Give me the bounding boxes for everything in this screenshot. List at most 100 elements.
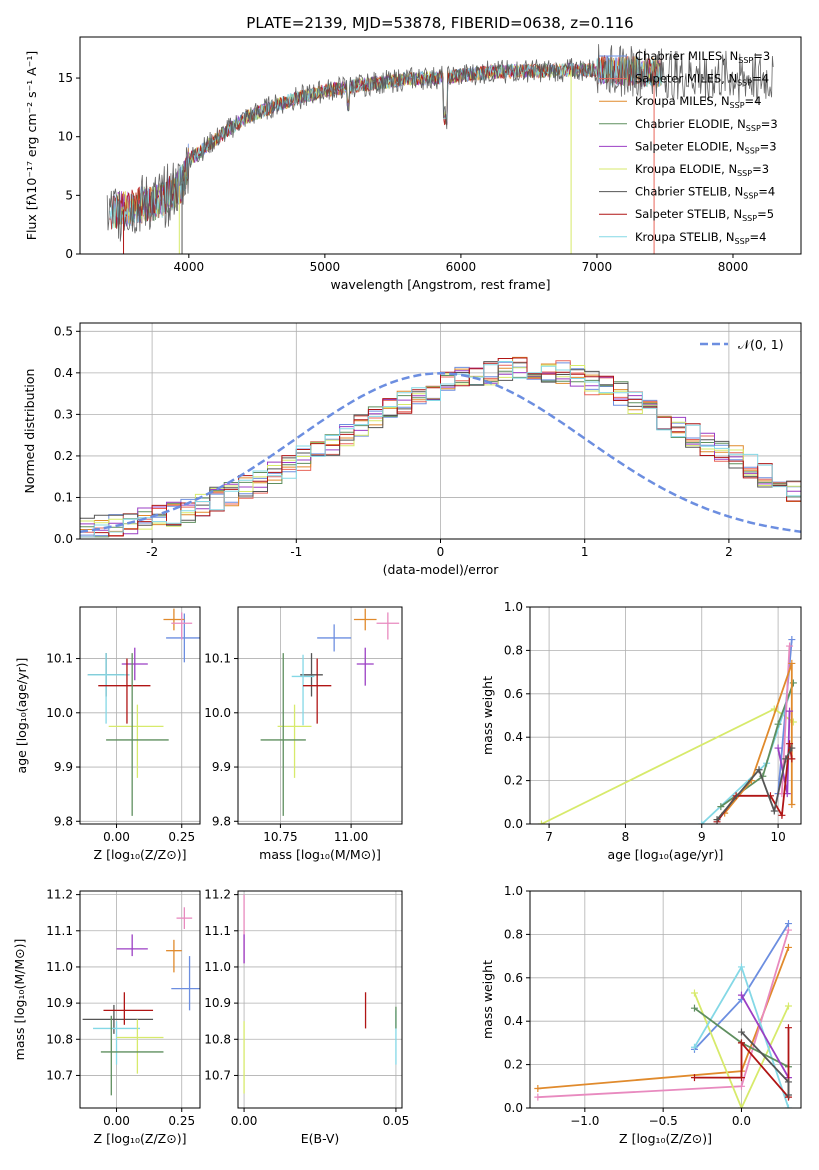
weight-marker [788,659,796,667]
y-tick-label: 11.2 [204,888,231,902]
plot-area [106,44,774,254]
x-tick-label: 11.00 [334,830,368,844]
legend-entry: Salpeter ELODIE, NSSP=3 [635,139,777,155]
y-tick-label: 0 [65,247,73,261]
legend-entry: Chabrier STELIB, NSSP=4 [635,185,775,201]
y-tick-label: 11.1 [46,924,73,938]
weight-marker [786,642,794,650]
y-tick-label: 5 [65,188,73,202]
y-axis-label: age [log₁₀(age/yr)] [14,658,29,774]
y-axis-label: Flux [fλ10⁻¹⁷ erg cm⁻² s⁻¹ A⁻¹] [24,51,39,240]
weight-marker [784,1002,792,1010]
weight-marker [534,1084,542,1092]
x-tick-label: 0.05 [383,1114,410,1128]
weight-marker [770,807,778,815]
legend-entry: Kroupa STELIB, NSSP=4 [635,230,766,246]
weight-marker [690,1004,698,1012]
x-tick-label: -2 [146,545,158,559]
weight-marker [737,1039,745,1047]
weight-marker [737,1074,745,1082]
y-axis-label: Normed distribution [22,369,37,494]
x-tick-label: −1.0 [570,1114,599,1128]
legend-entry: Salpeter STELIB, NSSP=5 [635,207,774,223]
weight-marker [737,991,745,999]
y-tick-label: 10.7 [46,1068,73,1082]
x-tick-label: −0.5 [649,1114,678,1128]
legend-entry: 𝒩(0, 1) [738,337,784,352]
x-axis-label: Z [log₁₀(Z/Z⊙)] [619,1131,712,1146]
chart-age_vs_Z: 0.00 0.25 9.8 9.9 10.0 10.1 Z [log₁₀(Z/Z⊙)] age… [14,606,201,862]
x-tick-label: 5000 [310,260,341,274]
weight-marker [774,744,782,752]
figure-title: PLATE=2139, MJD=53878, FIBERID=0638, z=0… [246,14,633,32]
y-tick-label: 0.4 [504,730,523,744]
x-tick-label: 0.00 [231,1114,258,1128]
weight-marker [784,1104,792,1108]
y-tick-label: 0.8 [504,927,523,941]
weight-marker [690,989,698,997]
y-tick-label: 10.7 [204,1068,231,1082]
weight-marker [784,926,792,934]
x-tick-label: 0.0 [732,1114,751,1128]
y-tick-label: 10 [58,130,73,144]
x-tick-label: 0.25 [168,1114,195,1128]
legend-entry: Chabrier MILES, NSSP=3 [635,49,770,65]
weight-marker [534,1093,542,1101]
spectrum-line-chabrier_stelib [106,44,774,242]
x-tick-label: 10 [770,830,785,844]
weight-marker [786,707,794,715]
weight-marker [737,1104,745,1108]
plot-area [87,608,200,816]
weight-marker [784,1091,792,1099]
weight-line-kroupa_elodie [693,992,790,1108]
plot-area [80,356,801,539]
chart-mass_vs_Z: 0.00 0.25 10.7 10.8 10.9 11.0 11.1 11.2 Z [log₁₀… [12,888,201,1146]
plot-area [243,894,397,1094]
y-tick-label: 11.1 [204,924,231,938]
plot-area [260,608,400,816]
axes-frame [237,890,403,1109]
weight-marker [784,1078,792,1086]
x-axis-label: E(B-V) [301,1131,340,1146]
x-tick-label: 7000 [582,260,613,274]
chart-weight_vs_Z: −1.0 −0.5 0.0 0.0 0.2 0.4 0.6 0.8 1.0 Z [log₁₀(Z/… [480,884,802,1146]
x-tick-label: 7 [545,830,553,844]
axes-frame [79,890,201,1109]
weight-marker [788,636,796,644]
legend-entry: Kroupa MILES, NSSP=4 [635,94,761,110]
legend-entry: Chabrier ELODIE, NSSP=3 [635,117,778,133]
y-tick-label: 11.0 [204,960,231,974]
y-axis-label: mass weight [480,960,495,1039]
axes-frame [529,890,802,1109]
x-axis-label: Z [log₁₀(Z/Z⊙)] [94,1131,187,1146]
y-axis-label: mass [log₁₀(M/M⊙)] [12,939,27,1061]
y-tick-label: 0.0 [504,817,523,831]
y-tick-label: 10.0 [204,706,231,720]
axes-frame [79,36,802,255]
x-tick-label: 1 [581,545,589,559]
y-tick-label: 9.9 [54,760,73,774]
x-tick-label: 9 [698,830,706,844]
plot-area [537,636,797,824]
x-axis-label: Z [log₁₀(Z/Z⊙)] [94,847,187,862]
y-axis-label: mass weight [480,676,495,755]
weight-line-salpeter_elodie [740,994,790,1079]
x-axis-label: wavelength [Angstrom, rest frame] [330,277,550,292]
weight-marker [537,820,545,824]
y-tick-label: 10.1 [46,652,73,666]
y-tick-label: 15 [58,71,73,85]
y-tick-label: 0.2 [504,774,523,788]
chart-mass_vs_ebv: 0.00 0.05 10.7 10.8 10.9 11.0 11.1 11.2 E(B-V) [204,888,409,1146]
legend-entry: Kroupa ELODIE, NSSP=3 [635,162,769,178]
y-tick-label: 0.6 [504,687,523,701]
weight-marker [788,755,796,763]
x-tick-label: 10.75 [263,830,297,844]
y-tick-label: 0.0 [54,532,73,546]
axes-frame [79,606,201,825]
weight-marker [784,920,792,928]
y-tick-label: 0.0 [504,1101,523,1115]
x-tick-label: 0.00 [103,1114,130,1128]
y-tick-label: 0.1 [54,490,73,504]
weight-marker [788,744,796,752]
y-tick-label: 0.8 [504,643,523,657]
